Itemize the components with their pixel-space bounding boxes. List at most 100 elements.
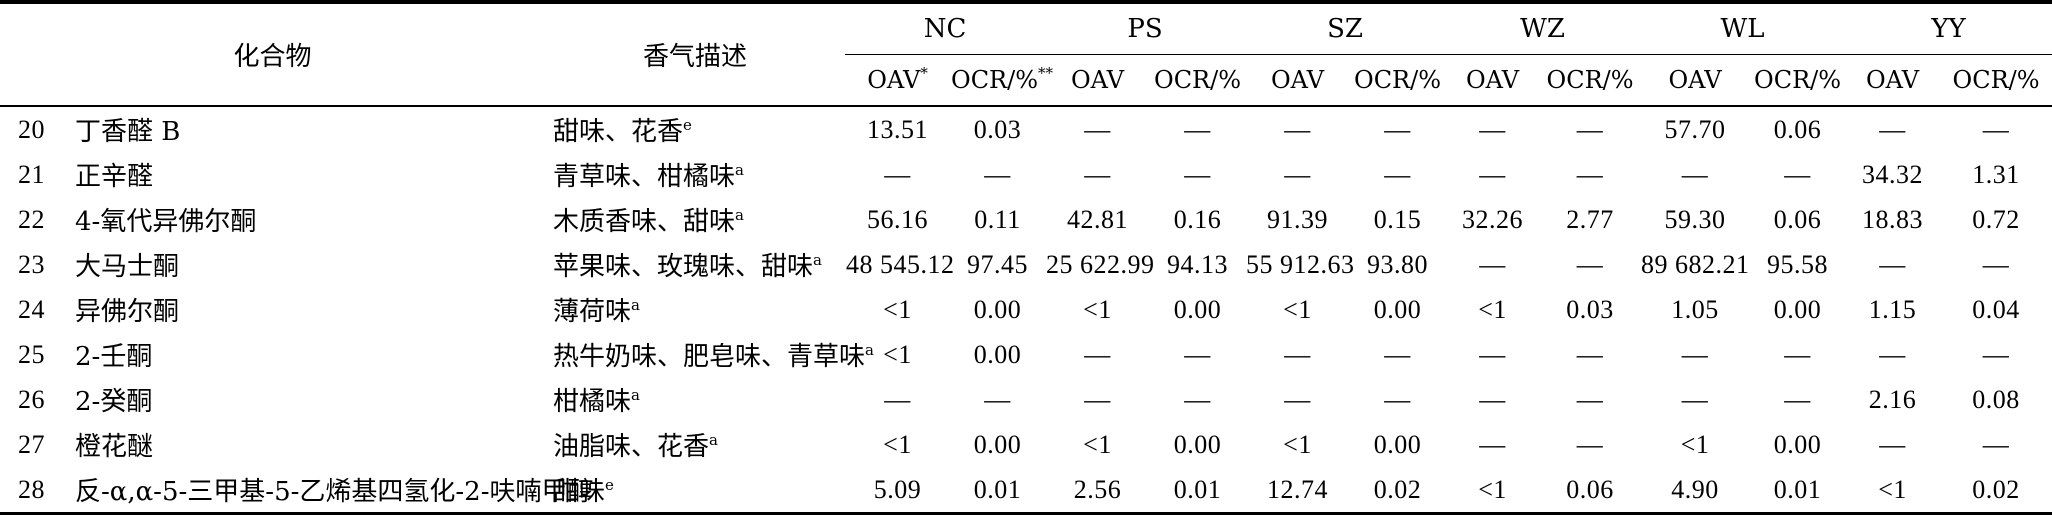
ocr-cell-wz: 2.77: [1566, 204, 1614, 234]
aroma-description: 木质香味、甜味a: [545, 197, 845, 242]
ocr-cell-wz: —: [1576, 159, 1604, 189]
header-group-wl: WL: [1640, 2, 1846, 55]
oav-cell-sz: 55 912.63: [1246, 249, 1355, 279]
oav-cell-ps: —: [1084, 339, 1111, 369]
oav-cell-sz: 91.39: [1267, 204, 1329, 234]
ocr-cell-yy: 0.72: [1972, 204, 2020, 234]
ocr-cell-wz: 0.03: [1566, 294, 1614, 324]
aroma-description-text: 木质香味、甜味: [553, 207, 736, 237]
header-metric-label: OAV: [1865, 66, 1920, 94]
header-row-metrics: OAV* OCR/%** OAV OCR/% OAV OCR/% OAV OCR/% OAV OC…: [0, 54, 2052, 107]
ocr-cell-yy: —: [1982, 249, 2010, 279]
aroma-reference-mark: a: [865, 341, 874, 359]
aroma-description: 青草味、柑橘味a: [545, 152, 845, 197]
ocr-cell-nc: —: [984, 384, 1011, 414]
aroma-description-text: 苹果味、玫瑰味、甜味: [553, 252, 814, 282]
table-row: 21 正辛醛 青草味、柑橘味a — — — — — — — — — — 34.32 1.31: [0, 152, 2052, 197]
aroma-description: 热牛奶味、肥皂味、青草味a: [545, 332, 874, 377]
table-row: 26 2-癸酮 柑橘味a — — — — — — — — — — 2.16 0.08: [0, 377, 2052, 422]
header-ocr-nc: OCR/%**: [950, 54, 1053, 107]
oav-cell-wz: —: [1479, 429, 1506, 459]
header-metric-label: OCR/%: [1952, 66, 2040, 94]
aroma-reference-mark: e: [683, 116, 692, 134]
aroma-description: 薄荷味a: [545, 287, 845, 332]
oav-cell-nc: <1: [883, 429, 912, 459]
oav-cell-nc: —: [884, 159, 911, 189]
ocr-cell-ps: —: [1184, 384, 1211, 414]
ocr-cell-wl: 0.06: [1773, 204, 1822, 234]
aroma-reference-mark: a: [631, 386, 640, 404]
ocr-cell-nc: 0.00: [973, 339, 1022, 369]
ocr-cell-ps: 0.00: [1173, 429, 1222, 459]
oav-cell-wz: —: [1479, 384, 1506, 414]
oav-cell-yy: —: [1879, 429, 1906, 459]
oav-cell-ps: <1: [1083, 429, 1112, 459]
aroma-description-text: 油脂味、花香: [553, 432, 710, 462]
ocr-cell-sz: 0.00: [1373, 294, 1422, 324]
compound-name: 反-α,α-5-三甲基-5-乙烯基四氢化-2-呋喃甲醇: [75, 477, 594, 507]
aroma-description: 甜味、花香e: [545, 106, 845, 152]
oav-cell-nc: —: [884, 384, 911, 414]
compound-name: 橙花醚: [75, 432, 154, 462]
oav-cell-wl: 57.70: [1664, 114, 1726, 144]
ocr-cell-wz: —: [1576, 249, 1604, 279]
oav-cell-yy: —: [1879, 114, 1906, 144]
ocr-cell-nc: 0.01: [973, 474, 1022, 504]
oav-cell-ps: <1: [1083, 294, 1112, 324]
ocr-cell-wl: 0.01: [1773, 474, 1822, 504]
compound-name: 丁香醛 B: [75, 117, 181, 147]
row-number: 20: [18, 114, 45, 144]
ocr-cell-ps: 0.00: [1173, 294, 1222, 324]
ocr-cell-nc: —: [984, 159, 1011, 189]
header-metric-label: OAV: [867, 66, 921, 94]
ocr-cell-ps: 0.01: [1173, 474, 1222, 504]
header-ocr-ps: OCR/%: [1150, 54, 1246, 107]
oav-cell-yy: <1: [1878, 474, 1907, 504]
table-row: 24 异佛尔酮 薄荷味a <1 0.00 <1 0.00 <1 0.00 <1 0.03 1.05 0.…: [0, 287, 2052, 332]
ocr-cell-wz: —: [1576, 339, 1604, 369]
header-metric-label: OCR/%: [951, 66, 1039, 94]
oav-cell-wl: —: [1681, 384, 1709, 414]
ocr-cell-nc: 0.03: [973, 114, 1022, 144]
oav-cell-wl: —: [1681, 339, 1709, 369]
ocr-cell-wl: 0.00: [1773, 429, 1822, 459]
header-oav-wz: OAV: [1445, 54, 1541, 107]
aroma-description-text: 热牛奶味、肥皂味、青草味: [553, 342, 866, 372]
header-metric-label: OCR/%: [1154, 66, 1242, 94]
ocr-cell-sz: —: [1384, 114, 1411, 144]
row-number: 25: [18, 339, 45, 369]
ocr-cell-nc: 0.00: [973, 429, 1022, 459]
oav-cell-sz: —: [1284, 384, 1311, 414]
oav-cell-wz: —: [1479, 114, 1506, 144]
ocr-cell-ps: 0.16: [1173, 204, 1222, 234]
oav-cell-wz: 32.26: [1462, 204, 1524, 234]
header-row-groups: 化合物 香气描述 NC PS SZ WZ WL YY: [0, 2, 2052, 107]
oav-cell-wz: <1: [1478, 474, 1507, 504]
oav-cell-nc: <1: [883, 339, 912, 369]
ocr-cell-yy: 0.08: [1972, 384, 2020, 414]
ocr-cell-sz: 0.02: [1373, 474, 1422, 504]
table-row: 25 2-壬酮 热牛奶味、肥皂味、青草味a <1 0.00 — — — — — — — — — —: [0, 332, 2052, 377]
header-ocr-wl: OCR/%: [1750, 54, 1846, 107]
ocr-cell-yy: 0.02: [1972, 474, 2020, 504]
oav-cell-nc: 13.51: [867, 114, 929, 144]
compound-name: 4-氧代异佛尔酮: [75, 207, 257, 237]
oav-cell-nc: <1: [883, 294, 912, 324]
aroma-reference-mark: a: [631, 296, 640, 314]
oav-cell-yy: —: [1879, 339, 1906, 369]
table-row: 27 橙花醚 油脂味、花香a <1 0.00 <1 0.00 <1 0.00 — — <1 0.00 — —: [0, 422, 2052, 467]
ocr-cell-wz: —: [1576, 114, 1604, 144]
oav-cell-sz: —: [1284, 339, 1311, 369]
ocr-cell-wz: 0.06: [1566, 474, 1614, 504]
header-compound: 化合物: [0, 2, 546, 107]
aroma-description-text: 甜味、花香: [553, 117, 684, 147]
header-footnote-mark: *: [920, 64, 928, 82]
row-number: 24: [18, 294, 45, 324]
oav-cell-wl: 59.30: [1664, 204, 1726, 234]
ocr-cell-sz: 0.15: [1373, 204, 1422, 234]
oav-cell-wz: —: [1479, 159, 1506, 189]
row-number: 26: [18, 384, 45, 414]
oav-cell-yy: 1.15: [1868, 294, 1917, 324]
ocr-cell-wl: —: [1784, 384, 1811, 414]
